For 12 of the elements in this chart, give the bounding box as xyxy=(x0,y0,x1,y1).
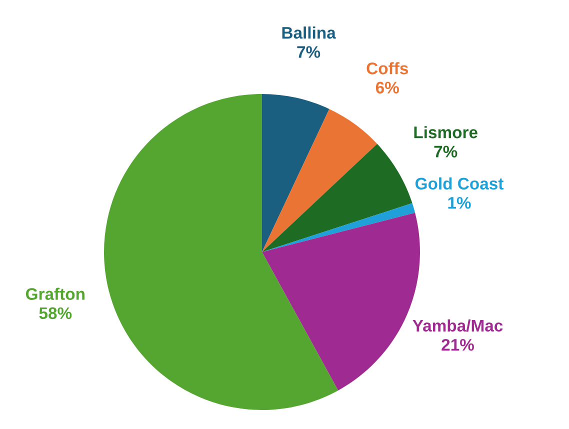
slice-label: Lismore xyxy=(414,126,478,138)
slice-label: Yamba/Mac xyxy=(412,319,503,332)
slice-label: Gold Coast xyxy=(415,177,504,190)
data-label: 1% xyxy=(448,196,471,209)
slice-label: Coffs xyxy=(366,62,408,74)
data-label: 6% xyxy=(376,82,399,94)
slice-label: Ballina xyxy=(282,26,336,39)
slice-label: Grafton xyxy=(26,288,84,300)
data-label: 7% xyxy=(434,146,458,158)
data-label: 7% xyxy=(297,46,320,58)
data-label: 58% xyxy=(39,307,72,320)
data-label: 21% xyxy=(442,338,474,351)
